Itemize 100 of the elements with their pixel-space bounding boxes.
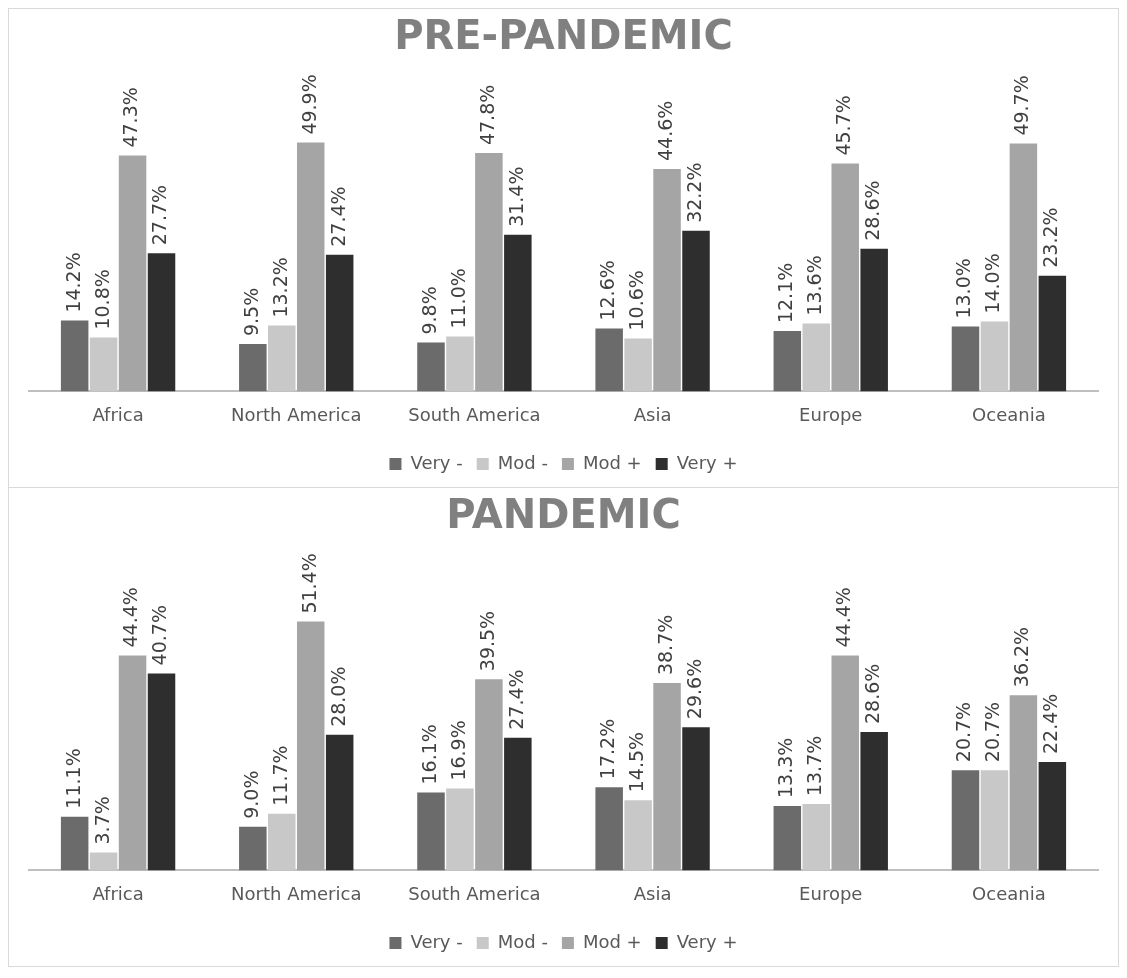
bar <box>118 155 147 392</box>
bar <box>773 331 802 392</box>
chart-title: PRE-PANDEMIC <box>394 12 733 59</box>
bar <box>147 673 176 871</box>
bar <box>417 792 445 871</box>
x-tick-label: Europe <box>799 403 863 425</box>
legend-label: Mod + <box>582 451 642 473</box>
data-label: 3.7% <box>90 796 113 845</box>
data-label: 49.9% <box>297 74 320 135</box>
bar <box>831 163 859 392</box>
bar <box>860 731 888 871</box>
data-label: 12.6% <box>596 260 619 321</box>
data-label: 14.0% <box>981 253 1004 314</box>
data-label: 10.6% <box>625 270 648 331</box>
data-label: 29.6% <box>682 658 705 720</box>
data-label: 44.4% <box>119 587 142 648</box>
x-tick-label: North America <box>231 882 362 904</box>
bar <box>239 826 267 871</box>
bar <box>296 621 325 871</box>
legend-label: Mod + <box>582 930 642 952</box>
data-label: 13.0% <box>952 258 975 319</box>
x-tick-label: South America <box>408 882 541 904</box>
bar <box>60 816 89 871</box>
bar <box>951 770 980 871</box>
data-label: 9.5% <box>239 287 262 337</box>
bar <box>60 320 89 392</box>
data-label: 28.0% <box>326 666 349 727</box>
bar <box>682 727 710 871</box>
data-label: 14.2% <box>61 252 84 313</box>
data-label: 20.7% <box>981 701 1004 763</box>
bar <box>504 234 532 392</box>
data-label: 11.0% <box>446 268 469 329</box>
data-label: 12.1% <box>774 262 797 324</box>
data-label: 23.2% <box>1039 207 1062 268</box>
data-label: 9.8% <box>417 286 440 335</box>
data-label: 10.8% <box>90 269 113 330</box>
x-tick-label: Oceania <box>972 403 1046 425</box>
legend-label: Very - <box>410 930 463 952</box>
data-label: 28.6% <box>861 663 884 724</box>
data-label: 13.6% <box>803 255 826 316</box>
data-label: 16.9% <box>446 720 469 781</box>
data-label: 22.4% <box>1039 693 1062 754</box>
x-tick-label: South America <box>408 403 541 425</box>
bar <box>325 734 354 871</box>
chart-title: PANDEMIC <box>446 491 681 538</box>
data-label: 47.3% <box>119 87 142 148</box>
data-label: 51.4% <box>297 553 320 614</box>
data-label: 9.0% <box>239 770 262 819</box>
bar <box>860 248 888 392</box>
data-label: 20.7% <box>952 701 975 763</box>
data-label: 14.5% <box>625 731 648 793</box>
x-tick-label: Europe <box>799 882 863 904</box>
data-label: 44.6% <box>654 100 676 162</box>
x-tick-label: Oceania <box>972 882 1046 904</box>
bar <box>417 342 445 392</box>
legend-label: Very - <box>410 451 463 473</box>
legend-label: Very + <box>676 451 738 473</box>
x-tick-label: Africa <box>92 403 144 425</box>
bar <box>147 253 176 392</box>
data-label: 39.5% <box>475 610 498 672</box>
bar <box>653 169 681 392</box>
bar <box>296 142 325 392</box>
legend-label: Very + <box>676 930 738 952</box>
bar <box>951 326 980 392</box>
data-label: 17.2% <box>596 718 619 780</box>
bar <box>682 230 710 392</box>
bar <box>239 344 267 392</box>
legend-label: Mod - <box>497 451 548 473</box>
data-label: 11.7% <box>268 745 291 806</box>
bar <box>118 655 147 871</box>
x-tick-label: Asia <box>633 403 672 425</box>
bar <box>653 683 681 871</box>
data-label: 28.6% <box>861 180 884 241</box>
bar <box>1009 143 1038 392</box>
bar <box>831 655 859 871</box>
x-tick-label: Africa <box>92 882 144 904</box>
data-label: 36.2% <box>1010 626 1033 688</box>
bar <box>1038 761 1067 871</box>
bar <box>595 328 623 392</box>
data-label: 47.8% <box>475 84 498 146</box>
data-label: 13.3% <box>774 737 797 799</box>
data-label: 13.7% <box>803 735 826 797</box>
bar <box>1038 275 1067 392</box>
data-label: 38.7% <box>654 614 676 676</box>
x-tick-label: Asia <box>633 882 672 904</box>
bar <box>325 254 354 392</box>
data-label: 40.7% <box>148 605 171 666</box>
bar <box>595 787 623 871</box>
data-label: 13.2% <box>268 257 291 318</box>
bar <box>504 737 532 871</box>
data-label: 31.4% <box>504 166 527 227</box>
data-label: 44.4% <box>832 587 855 648</box>
data-label: 49.7% <box>1010 75 1033 136</box>
data-label: 27.4% <box>504 669 527 730</box>
x-tick-label: North America <box>231 403 362 425</box>
data-label: 32.2% <box>682 162 705 223</box>
bar <box>475 679 503 871</box>
data-label: 27.4% <box>326 186 349 247</box>
data-label: 27.7% <box>148 184 171 246</box>
bar <box>1009 695 1038 871</box>
